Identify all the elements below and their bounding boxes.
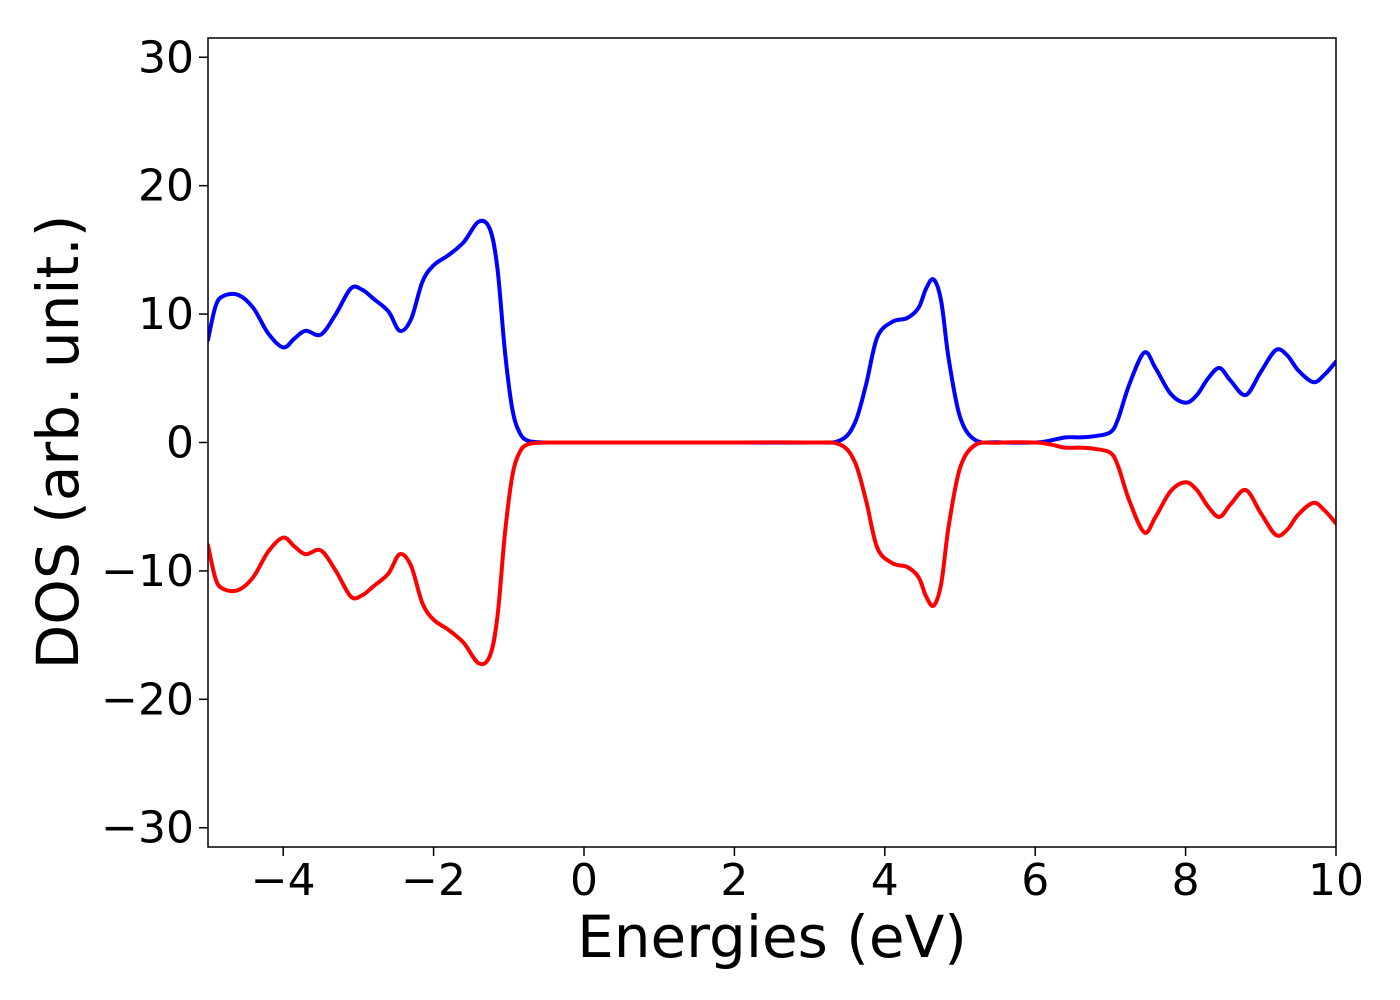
y-tick-label: −10: [101, 546, 194, 597]
x-tick-label: 0: [570, 855, 598, 906]
x-tick-label: 2: [720, 855, 748, 906]
y-tick-label: 0: [166, 418, 194, 469]
x-tick-label: 6: [1021, 855, 1049, 906]
series-line-negative: [208, 440, 1336, 667]
x-tick-label: −4: [251, 855, 316, 906]
y-tick-label: −30: [101, 803, 194, 854]
plot-layer: [208, 218, 1336, 667]
y-tick-label: 10: [138, 289, 194, 340]
y-tick-label: 30: [138, 32, 194, 83]
series-line-positive: [208, 218, 1336, 445]
y-tick-label: 20: [138, 161, 194, 212]
x-axis-label: Energies (eV): [577, 903, 967, 971]
y-tick-label: −20: [101, 674, 194, 725]
y-axis-label: DOS (arb. unit.): [24, 215, 92, 670]
x-tick-label: 8: [1172, 855, 1200, 906]
x-tick-label: −2: [401, 855, 466, 906]
x-tick-label: 4: [871, 855, 899, 906]
x-tick-label: 10: [1308, 855, 1364, 906]
